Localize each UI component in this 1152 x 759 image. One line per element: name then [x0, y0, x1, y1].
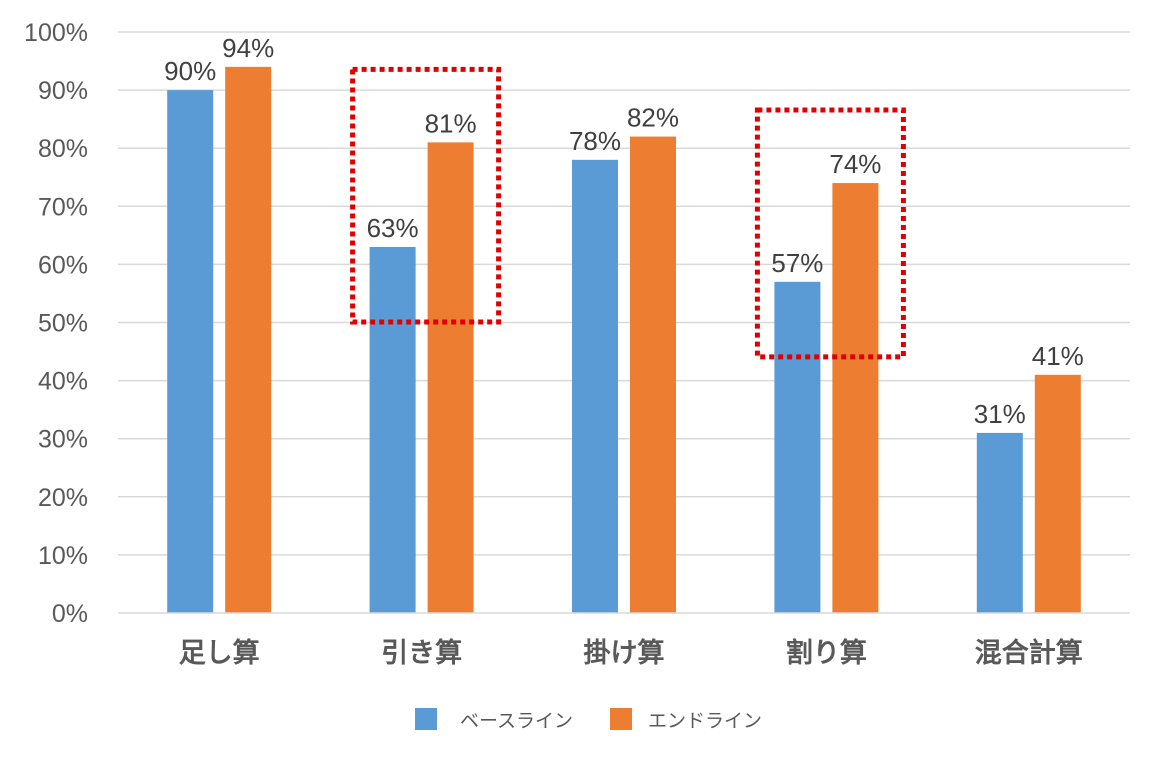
data-label: 78%	[569, 126, 621, 156]
gridlines	[118, 31, 1130, 556]
y-axis-tick-labels: 0% 10% 20% 30% 40% 50% 60% 70% 80% 90% 100%	[24, 19, 88, 628]
y-tick-label: 10%	[38, 542, 88, 570]
data-label: 74%	[829, 149, 881, 179]
bar	[630, 136, 676, 613]
bar	[225, 66, 272, 614]
data-labels: 90%94% 63% 81% 78%82% 57% 74% 31%41%	[164, 33, 1084, 429]
legend: ベースライン エンドライン	[415, 708, 762, 732]
y-tick-label: 40%	[38, 368, 88, 396]
category-label: 割り算	[786, 637, 867, 669]
data-label: 94%	[222, 33, 274, 63]
category-label: 足し算	[179, 637, 260, 669]
y-tick-label: 30%	[38, 426, 88, 454]
legend-swatch-baseline	[415, 708, 437, 730]
y-tick-label: 80%	[38, 135, 88, 163]
bar	[976, 432, 1023, 613]
bar	[1034, 374, 1081, 613]
y-tick-label: 100%	[24, 19, 88, 47]
x-axis: 足し算 引き算 掛け算 割り算 混合計算	[118, 612, 1130, 669]
highlight-box	[350, 66, 502, 325]
y-tick-label: 0%	[52, 600, 88, 628]
data-label: 57%	[771, 248, 823, 278]
bar	[832, 183, 879, 613]
bar	[427, 142, 474, 613]
bar	[167, 90, 214, 614]
legend-label-baseline: ベースライン	[460, 710, 573, 732]
data-label: 31%	[974, 399, 1026, 429]
category-label: 引き算	[381, 637, 462, 669]
data-label: 63%	[367, 213, 419, 243]
y-tick-label: 50%	[38, 310, 88, 338]
category-label: 掛け算	[584, 637, 665, 669]
data-label: 81%	[425, 108, 477, 138]
bar	[774, 281, 821, 613]
bars	[167, 66, 1081, 614]
bar	[572, 159, 618, 613]
y-tick-label: 90%	[38, 77, 88, 105]
y-tick-label: 70%	[38, 193, 88, 221]
bar	[369, 246, 416, 613]
legend-swatch-endline	[610, 708, 632, 730]
y-tick-label: 60%	[38, 251, 88, 279]
highlight-boxes	[350, 66, 906, 360]
y-tick-label: 20%	[38, 484, 88, 512]
legend-label-endline: エンドライン	[648, 710, 762, 732]
highlight-box	[754, 107, 906, 360]
data-label: 90%	[164, 56, 216, 86]
data-label: 41%	[1032, 341, 1084, 371]
category-label: 混合計算	[975, 637, 1083, 669]
data-label: 82%	[627, 103, 679, 133]
